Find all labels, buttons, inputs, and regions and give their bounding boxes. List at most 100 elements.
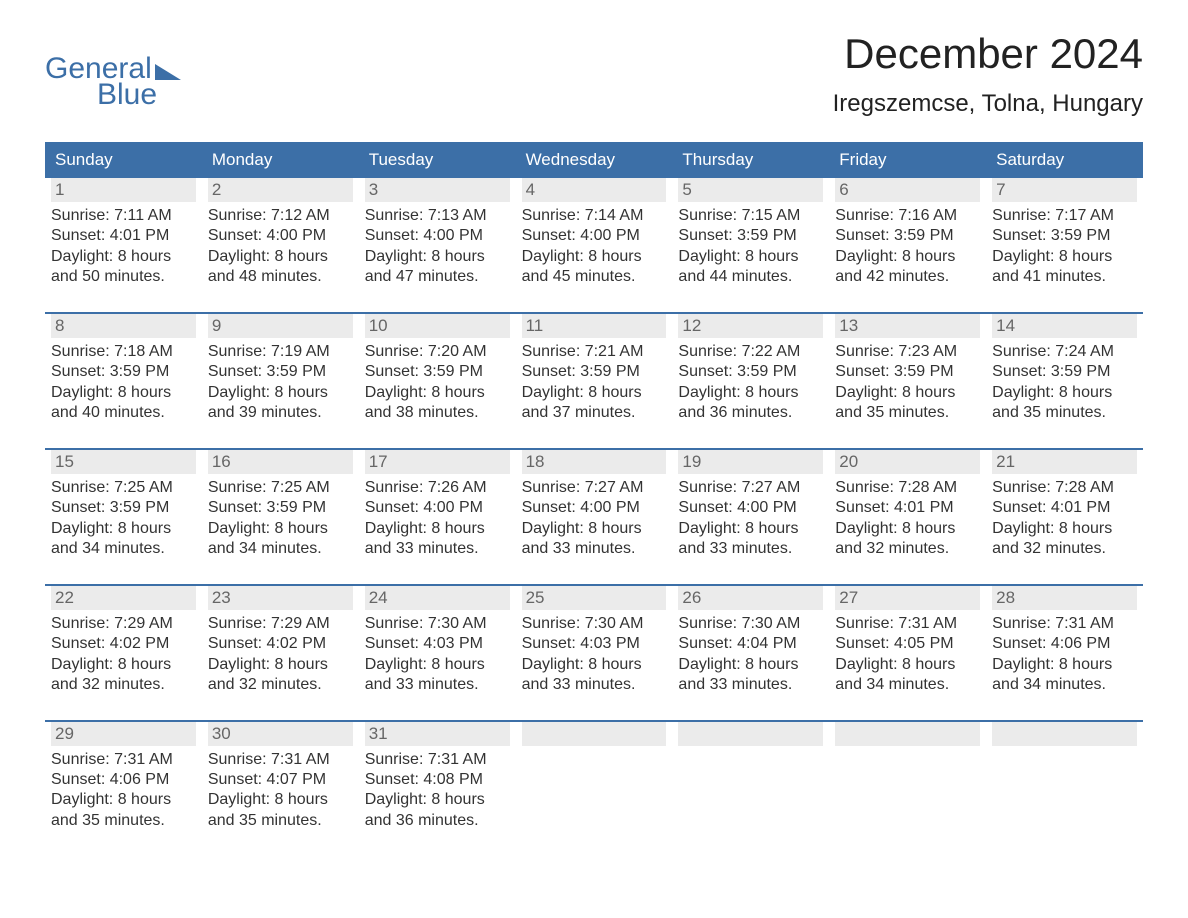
sunrise-text: Sunrise: 7:28 AM: [835, 478, 980, 498]
daylight-text: Daylight: 8 hours: [51, 519, 196, 539]
calendar-cell: 7Sunrise: 7:17 AMSunset: 3:59 PMDaylight…: [986, 178, 1143, 304]
sunset-text: Sunset: 4:00 PM: [522, 498, 667, 518]
day-number: 30: [208, 722, 353, 746]
sunset-text: Sunset: 4:03 PM: [365, 634, 510, 654]
calendar-cell: 16Sunrise: 7:25 AMSunset: 3:59 PMDayligh…: [202, 450, 359, 576]
sunrise-text: Sunrise: 7:27 AM: [522, 478, 667, 498]
sunset-text: Sunset: 3:59 PM: [522, 362, 667, 382]
daylight-text: and 33 minutes.: [522, 539, 667, 559]
weeks-container: 1Sunrise: 7:11 AMSunset: 4:01 PMDaylight…: [45, 178, 1143, 847]
daylight-text: and 33 minutes.: [365, 675, 510, 695]
calendar-cell: 25Sunrise: 7:30 AMSunset: 4:03 PMDayligh…: [516, 586, 673, 712]
daylight-text: and 35 minutes.: [992, 403, 1137, 423]
flag-icon: [155, 64, 181, 80]
day-header-sun: Sunday: [45, 142, 202, 178]
day-number: 14: [992, 314, 1137, 338]
sunrise-text: Sunrise: 7:18 AM: [51, 342, 196, 362]
sunset-text: Sunset: 4:06 PM: [51, 770, 196, 790]
sunset-text: Sunset: 3:59 PM: [678, 226, 823, 246]
page-title: December 2024: [833, 30, 1143, 78]
calendar-cell: 23Sunrise: 7:29 AMSunset: 4:02 PMDayligh…: [202, 586, 359, 712]
day-number: 25: [522, 586, 667, 610]
calendar-cell: [516, 722, 673, 848]
day-number: 10: [365, 314, 510, 338]
day-number: 6: [835, 178, 980, 202]
calendar-cell: 21Sunrise: 7:28 AMSunset: 4:01 PMDayligh…: [986, 450, 1143, 576]
sunrise-text: Sunrise: 7:31 AM: [835, 614, 980, 634]
daylight-text: and 41 minutes.: [992, 267, 1137, 287]
sunset-text: Sunset: 3:59 PM: [992, 226, 1137, 246]
sunset-text: Sunset: 4:06 PM: [992, 634, 1137, 654]
sunrise-text: Sunrise: 7:27 AM: [678, 478, 823, 498]
sunset-text: Sunset: 4:04 PM: [678, 634, 823, 654]
daylight-text: and 35 minutes.: [835, 403, 980, 423]
sunrise-text: Sunrise: 7:31 AM: [365, 750, 510, 770]
daylight-text: Daylight: 8 hours: [208, 383, 353, 403]
day-number: 29: [51, 722, 196, 746]
sunrise-text: Sunrise: 7:19 AM: [208, 342, 353, 362]
sunrise-text: Sunrise: 7:30 AM: [678, 614, 823, 634]
day-number-empty: [678, 722, 823, 746]
day-number: 20: [835, 450, 980, 474]
sunrise-text: Sunrise: 7:16 AM: [835, 206, 980, 226]
calendar-cell: 19Sunrise: 7:27 AMSunset: 4:00 PMDayligh…: [672, 450, 829, 576]
calendar-cell: 31Sunrise: 7:31 AMSunset: 4:08 PMDayligh…: [359, 722, 516, 848]
calendar-cell: 13Sunrise: 7:23 AMSunset: 3:59 PMDayligh…: [829, 314, 986, 440]
calendar-cell: 20Sunrise: 7:28 AMSunset: 4:01 PMDayligh…: [829, 450, 986, 576]
daylight-text: Daylight: 8 hours: [365, 655, 510, 675]
sunrise-text: Sunrise: 7:12 AM: [208, 206, 353, 226]
sunrise-text: Sunrise: 7:24 AM: [992, 342, 1137, 362]
daylight-text: Daylight: 8 hours: [678, 247, 823, 267]
brand-word2: Blue: [45, 80, 181, 110]
calendar-cell: 28Sunrise: 7:31 AMSunset: 4:06 PMDayligh…: [986, 586, 1143, 712]
sunrise-text: Sunrise: 7:13 AM: [365, 206, 510, 226]
daylight-text: and 33 minutes.: [365, 539, 510, 559]
daylight-text: Daylight: 8 hours: [835, 655, 980, 675]
calendar-cell: 27Sunrise: 7:31 AMSunset: 4:05 PMDayligh…: [829, 586, 986, 712]
daylight-text: and 44 minutes.: [678, 267, 823, 287]
calendar-cell: [986, 722, 1143, 848]
daylight-text: and 33 minutes.: [522, 675, 667, 695]
daylight-text: and 40 minutes.: [51, 403, 196, 423]
day-header-sat: Saturday: [986, 142, 1143, 178]
sunset-text: Sunset: 3:59 PM: [365, 362, 510, 382]
title-block: December 2024 Iregszemcse, Tolna, Hungar…: [833, 30, 1143, 118]
sunset-text: Sunset: 4:07 PM: [208, 770, 353, 790]
day-header-wed: Wednesday: [516, 142, 673, 178]
sunrise-text: Sunrise: 7:23 AM: [835, 342, 980, 362]
sunset-text: Sunset: 4:01 PM: [835, 498, 980, 518]
day-number: 26: [678, 586, 823, 610]
calendar-week: 15Sunrise: 7:25 AMSunset: 3:59 PMDayligh…: [45, 448, 1143, 576]
daylight-text: and 42 minutes.: [835, 267, 980, 287]
daylight-text: Daylight: 8 hours: [992, 383, 1137, 403]
sunrise-text: Sunrise: 7:25 AM: [51, 478, 196, 498]
calendar-cell: 18Sunrise: 7:27 AMSunset: 4:00 PMDayligh…: [516, 450, 673, 576]
sunrise-text: Sunrise: 7:26 AM: [365, 478, 510, 498]
daylight-text: Daylight: 8 hours: [678, 655, 823, 675]
daylight-text: and 34 minutes.: [835, 675, 980, 695]
daylight-text: and 39 minutes.: [208, 403, 353, 423]
day-number: 16: [208, 450, 353, 474]
daylight-text: and 45 minutes.: [522, 267, 667, 287]
calendar-week: 8Sunrise: 7:18 AMSunset: 3:59 PMDaylight…: [45, 312, 1143, 440]
calendar-cell: 22Sunrise: 7:29 AMSunset: 4:02 PMDayligh…: [45, 586, 202, 712]
daylight-text: Daylight: 8 hours: [992, 519, 1137, 539]
day-number: 11: [522, 314, 667, 338]
day-number-empty: [992, 722, 1137, 746]
calendar-cell: 29Sunrise: 7:31 AMSunset: 4:06 PMDayligh…: [45, 722, 202, 848]
calendar-cell: [672, 722, 829, 848]
day-number: 19: [678, 450, 823, 474]
daylight-text: and 33 minutes.: [678, 539, 823, 559]
calendar: Sunday Monday Tuesday Wednesday Thursday…: [45, 142, 1143, 847]
calendar-cell: 30Sunrise: 7:31 AMSunset: 4:07 PMDayligh…: [202, 722, 359, 848]
sunset-text: Sunset: 4:01 PM: [51, 226, 196, 246]
sunrise-text: Sunrise: 7:11 AM: [51, 206, 196, 226]
calendar-cell: 5Sunrise: 7:15 AMSunset: 3:59 PMDaylight…: [672, 178, 829, 304]
day-number: 21: [992, 450, 1137, 474]
daylight-text: and 36 minutes.: [678, 403, 823, 423]
calendar-cell: 2Sunrise: 7:12 AMSunset: 4:00 PMDaylight…: [202, 178, 359, 304]
daylight-text: and 32 minutes.: [992, 539, 1137, 559]
calendar-cell: 24Sunrise: 7:30 AMSunset: 4:03 PMDayligh…: [359, 586, 516, 712]
day-number: 3: [365, 178, 510, 202]
sunrise-text: Sunrise: 7:31 AM: [992, 614, 1137, 634]
